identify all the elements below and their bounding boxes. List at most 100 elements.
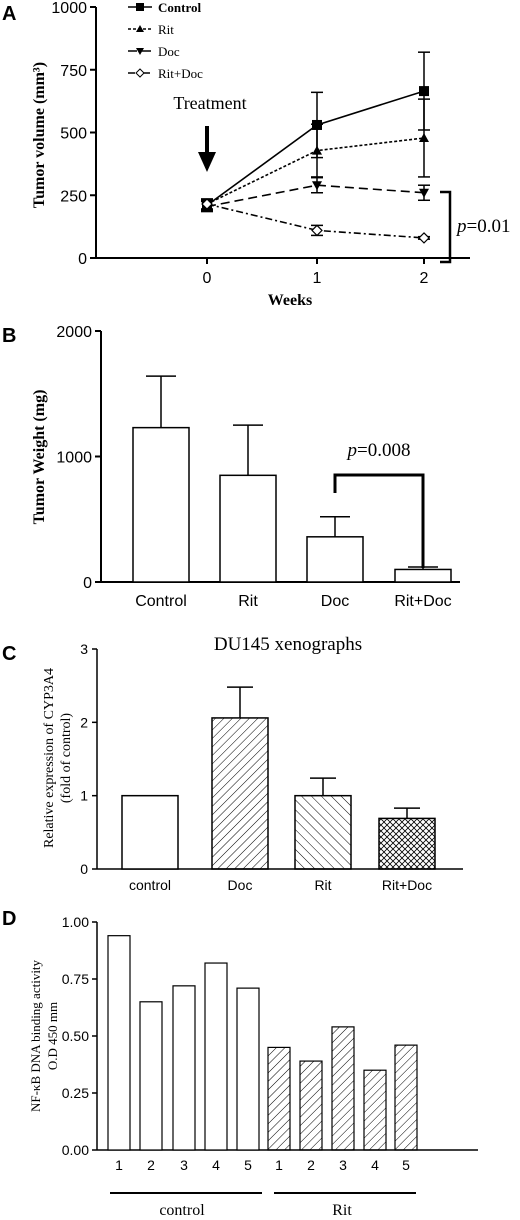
x-tick-label: 2	[147, 1157, 155, 1173]
legend-label: Rit	[158, 22, 174, 37]
legend-item: Rit	[128, 22, 174, 37]
y-tick-label: 0.00	[62, 1142, 89, 1158]
y-axis-label: Tumor volume (mm³)	[31, 62, 48, 208]
panel-d: D 0.00 0.25 0.50 0.75 1.00 NF-κB DNA binding a…	[2, 908, 478, 1219]
point-diamond-open	[311, 224, 323, 237]
x-tick-label: 3	[180, 1157, 188, 1173]
panel-label: C	[2, 643, 16, 665]
p-value-label: p=0.01	[455, 216, 510, 237]
legend-marker	[136, 25, 144, 32]
y-tick-label: 0.50	[62, 1028, 89, 1044]
point-triangle-down	[419, 188, 429, 198]
group-label: control	[159, 1202, 205, 1219]
point-triangle-up	[312, 145, 322, 155]
bar	[107, 935, 131, 1151]
y-tick-label: 0	[80, 861, 88, 877]
bar-control	[132, 426, 190, 583]
x-tick-label: 3	[339, 1157, 347, 1173]
y-tick-label: 250	[60, 188, 87, 205]
legend-item: Rit+Doc	[128, 66, 203, 81]
point-triangle-down	[312, 181, 322, 191]
y-tick-label: 1000	[51, 0, 87, 17]
error-bar	[418, 138, 430, 178]
bar	[394, 1044, 418, 1151]
bar	[172, 985, 196, 1151]
legend-marker	[136, 48, 144, 55]
y-tick-label: 1.00	[62, 914, 89, 930]
y-tick-label: 0.25	[62, 1085, 89, 1101]
error-bar	[146, 375, 176, 428]
bar-rit	[219, 474, 277, 583]
bar-doc	[211, 717, 269, 870]
bar-rit	[294, 794, 352, 870]
x-tick-label: Rit	[238, 593, 258, 610]
error-bar	[233, 424, 263, 476]
panel-a: A 0 250 500 750 1000 0 1 2 Weeks Tumor volume (mm³…	[2, 0, 510, 309]
y-axis-label: Tumor Weight (mg)	[31, 390, 48, 525]
y-tick-label: 0	[78, 251, 87, 268]
point-diamond-open	[201, 198, 213, 210]
bar	[139, 1001, 163, 1151]
error-bar	[394, 807, 420, 819]
error-bar	[418, 51, 430, 92]
y-tick-label: 1	[80, 788, 88, 804]
x-tick-label: 2	[307, 1157, 315, 1173]
significance-bracket	[333, 473, 425, 568]
point-diamond-open	[418, 232, 430, 244]
series-line	[206, 137, 425, 205]
point-square	[419, 86, 429, 97]
x-tick-label: 5	[402, 1157, 410, 1173]
series-doc	[201, 176, 430, 213]
x-tick-label: Rit+Doc	[394, 593, 451, 610]
x-tick-label: 0	[203, 270, 212, 287]
error-bar	[227, 686, 253, 718]
panel-b: B 0 1000 2000 Tumor Weight (mg) Control Rit Doc…	[2, 324, 460, 610]
chart-title: DU145 xenographs	[214, 634, 362, 655]
bar	[204, 962, 228, 1151]
legend-label: Doc	[158, 44, 180, 59]
x-axis-label: Weeks	[268, 292, 312, 309]
y-tick-label: 500	[60, 126, 87, 143]
x-tick-label: 1	[313, 270, 322, 287]
y-tick-label: 750	[60, 63, 87, 80]
legend-item: Control	[128, 0, 201, 15]
bar-control	[121, 794, 179, 870]
point-triangle-up	[419, 133, 429, 143]
x-tick-label: 4	[212, 1157, 220, 1173]
bar	[267, 1046, 291, 1151]
bar-rit-plus-doc	[378, 817, 436, 870]
legend-item: Doc	[128, 44, 180, 59]
legend-label: Rit+Doc	[158, 66, 203, 81]
error-bar	[310, 777, 336, 796]
x-tick-label: 4	[371, 1157, 379, 1173]
y-tick-label: 0	[83, 575, 92, 592]
y-tick-label: 3	[80, 641, 88, 657]
y-axis-label-secondary: O.D 450 mm	[45, 1002, 60, 1070]
y-axis-label-secondary: (fold of control)	[59, 713, 74, 804]
x-tick-label: Doc	[228, 877, 253, 893]
x-tick-label: Rit+Doc	[382, 877, 432, 893]
y-axis-label: Relative expression of CYP3A4	[42, 668, 57, 848]
error-bar	[320, 515, 350, 537]
x-tick-label: 5	[244, 1157, 252, 1173]
series-rit-plus-doc	[201, 198, 430, 244]
series-line	[206, 203, 425, 239]
bar	[331, 1026, 355, 1151]
x-tick-label: 1	[275, 1157, 283, 1173]
significance-bracket	[440, 190, 452, 264]
group-label: Rit	[332, 1202, 352, 1219]
p-value-label: p=0.008	[346, 440, 411, 461]
y-tick-label: 0.75	[62, 971, 89, 987]
treatment-annotation: Treatment	[173, 93, 246, 113]
x-tick-label: Control	[135, 593, 187, 610]
legend-label: Control	[158, 0, 201, 15]
x-tick-label: Rit	[314, 877, 331, 893]
y-tick-label: 2	[80, 714, 88, 730]
y-tick-label: 1000	[56, 450, 92, 467]
error-bar	[311, 150, 323, 178]
bar	[236, 987, 260, 1151]
treatment-arrow-head	[198, 152, 216, 172]
error-bar	[311, 91, 323, 125]
x-tick-label: Doc	[321, 593, 349, 610]
